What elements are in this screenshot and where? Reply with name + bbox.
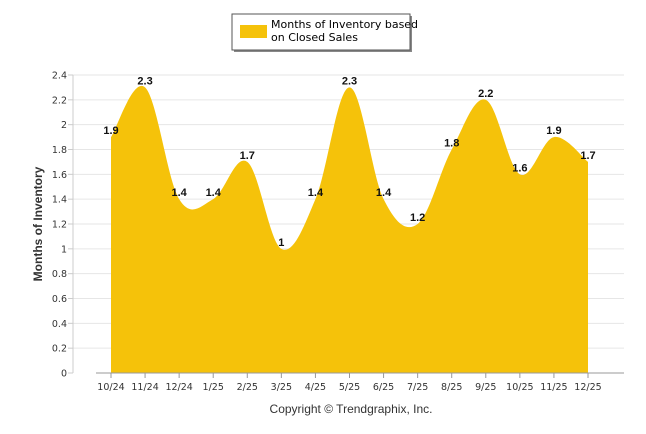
data-label: 1.4: [308, 187, 324, 199]
x-tick-label: 6/25: [373, 382, 394, 393]
data-label: 1.6: [512, 162, 527, 174]
data-label: 1.8: [444, 138, 459, 150]
y-tick-label: 1.2: [52, 220, 67, 231]
data-label: 1.4: [171, 187, 187, 199]
y-tick-label: 1.4: [52, 195, 67, 206]
area-series-fill: [111, 85, 588, 373]
y-tick-label: 0.2: [52, 344, 67, 355]
x-tick-label: 2/25: [237, 382, 258, 393]
data-label: 1.7: [580, 150, 595, 162]
data-label: 1.4: [376, 187, 392, 199]
y-axis-title: Months of Inventory: [31, 166, 45, 281]
y-tick-label: 1: [61, 244, 67, 255]
copyright-footer: Copyright © Trendgraphix, Inc.: [270, 402, 433, 416]
y-tick-label: 0.8: [52, 269, 67, 280]
data-label: 1.2: [410, 212, 425, 224]
legend-swatch: [240, 25, 267, 38]
x-tick-label: 10/25: [506, 382, 533, 393]
data-labels: 1.9 2.3 1.4 1.4 1.7 1 1.4 2.3 1.4 1.2 1.8 2.2 1.6 1.9…: [103, 75, 595, 248]
data-label: 1.9: [546, 125, 561, 137]
data-label: 1.9: [103, 125, 118, 137]
x-tick-label: 1/25: [203, 382, 224, 393]
y-axis-ticks: 0 0.2 0.4 0.6 0.8 1 1.2 1.4 1.6 1.8 2 2.2 2.4: [52, 71, 73, 380]
x-tick-label: 8/25: [441, 382, 462, 393]
data-label: 2.3: [342, 75, 357, 87]
x-tick-label: 3/25: [271, 382, 292, 393]
x-tick-label: 12/24: [165, 382, 192, 393]
legend-label-line1: Months of Inventory based: [271, 18, 418, 31]
x-axis-ticks: 10/24 11/24 12/24 1/25 2/25 3/25 4/25 5/25 6/25 7…: [97, 373, 602, 393]
y-tick-label: 1.8: [52, 145, 67, 156]
y-tick-label: 1.6: [52, 170, 67, 181]
data-label: 1.4: [206, 187, 222, 199]
x-tick-label: 5/25: [339, 382, 360, 393]
legend-label-line2: on Closed Sales: [271, 31, 358, 44]
legend[interactable]: Months of Inventory based on Closed Sale…: [231, 13, 418, 52]
data-label: 2.2: [478, 88, 493, 100]
data-label: 2.3: [137, 75, 152, 87]
y-tick-label: 2: [61, 120, 67, 131]
y-tick-label: 0.6: [52, 294, 67, 305]
y-tick-label: 0: [61, 369, 67, 380]
x-tick-label: 11/24: [131, 382, 158, 393]
x-tick-label: 11/25: [540, 382, 567, 393]
x-tick-label: 4/25: [305, 382, 326, 393]
y-tick-label: 0.4: [52, 319, 67, 330]
x-tick-label: 12/25: [574, 382, 601, 393]
x-tick-label: 9/25: [475, 382, 496, 393]
y-tick-label: 2.2: [52, 95, 67, 106]
x-tick-label: 10/24: [97, 382, 124, 393]
x-tick-label: 7/25: [407, 382, 428, 393]
y-tick-label: 2.4: [52, 71, 67, 82]
data-label: 1: [278, 237, 284, 249]
data-label: 1.7: [240, 150, 255, 162]
